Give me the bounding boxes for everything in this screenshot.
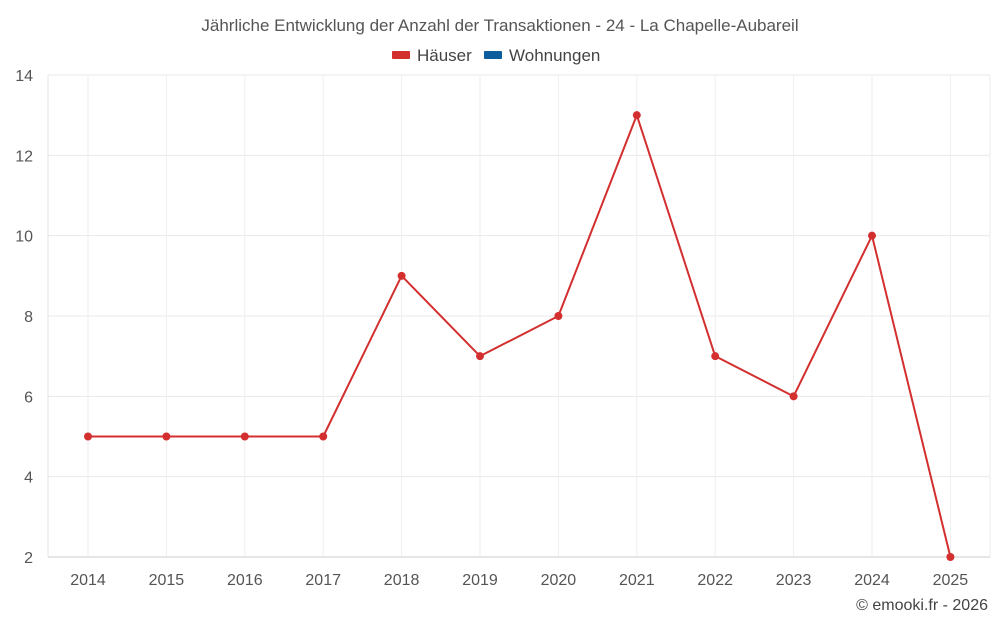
legend-swatch-apartments [484, 51, 502, 59]
chart-title: Jährliche Entwicklung der Anzahl der Tra… [201, 16, 798, 35]
data-point[interactable] [632, 111, 641, 120]
y-tick-label: 2 [24, 550, 33, 567]
data-point[interactable] [240, 432, 249, 441]
y-tick-label: 10 [15, 229, 33, 246]
y-tick-label: 12 [15, 148, 33, 165]
x-tick-label: 2017 [305, 572, 341, 589]
data-point[interactable] [868, 231, 876, 240]
data-point[interactable] [554, 312, 563, 320]
x-tick-label: 2025 [933, 572, 969, 589]
axes: 2 4 6 8 10 12 14 2014 2015 2016 2017 2018 2019 2020 20… [15, 68, 991, 589]
x-tick-label: 2016 [227, 572, 263, 589]
y-tick-label: 14 [15, 68, 33, 85]
x-tick-label: 2022 [697, 572, 733, 589]
x-tick-label: 2018 [384, 572, 420, 589]
x-tick-label: 2023 [776, 572, 812, 589]
credit-text: © emooki.fr - 2026 [856, 597, 988, 614]
y-tick-label: 4 [24, 470, 33, 487]
x-tick-label: 2015 [149, 572, 185, 589]
grid [48, 74, 990, 557]
data-point[interactable] [789, 392, 798, 401]
legend-item-houses[interactable]: Häuser [392, 46, 472, 65]
y-tick-label: 6 [24, 389, 33, 406]
legend-item-apartments[interactable]: Wohnungen [484, 46, 600, 65]
y-tick-label: 8 [24, 309, 33, 326]
x-tick-label: 2021 [619, 572, 655, 589]
x-tick-label: 2019 [462, 572, 498, 589]
legend: Häuser Wohnungen [392, 46, 600, 65]
data-point[interactable] [319, 432, 328, 441]
data-point[interactable] [397, 271, 406, 280]
x-tick-label: 2020 [541, 572, 577, 589]
legend-swatch-houses [392, 51, 410, 59]
data-point[interactable] [162, 432, 171, 441]
data-point[interactable] [946, 553, 955, 561]
x-tick-label: 2024 [854, 572, 890, 589]
series-line [88, 114, 952, 558]
legend-label-houses: Häuser [417, 46, 472, 65]
series-houses [84, 111, 955, 561]
legend-label-apartments: Wohnungen [509, 46, 600, 65]
x-tick-label: 2014 [70, 572, 106, 589]
data-point[interactable] [711, 352, 720, 361]
data-point[interactable] [84, 432, 92, 441]
data-point[interactable] [476, 352, 484, 361]
